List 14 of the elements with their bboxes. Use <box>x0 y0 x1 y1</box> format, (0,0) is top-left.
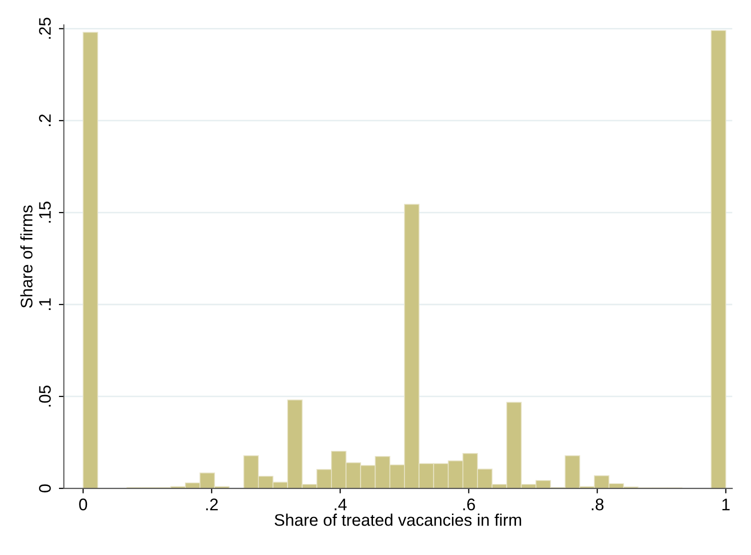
x-tick-label: .4 <box>334 498 347 510</box>
y-tick-label: .15 <box>39 202 51 223</box>
x-tick-label: .8 <box>592 498 604 510</box>
y-axis-title: Share of firms <box>20 205 33 308</box>
x-axis-title: Share of treated vacancies in firm <box>274 514 522 526</box>
x-tick-label: 0 <box>79 498 88 510</box>
x-tick-label: .6 <box>463 498 475 510</box>
y-tick-label: .05 <box>39 386 51 407</box>
y-tick-label: .2 <box>39 114 51 126</box>
x-tick-label: .2 <box>206 498 218 510</box>
y-tick-label: .1 <box>39 298 51 310</box>
y-tick-label: .25 <box>39 18 51 39</box>
y-tick-label: 0 <box>39 484 51 492</box>
x-tick-label: 1 <box>722 498 730 510</box>
